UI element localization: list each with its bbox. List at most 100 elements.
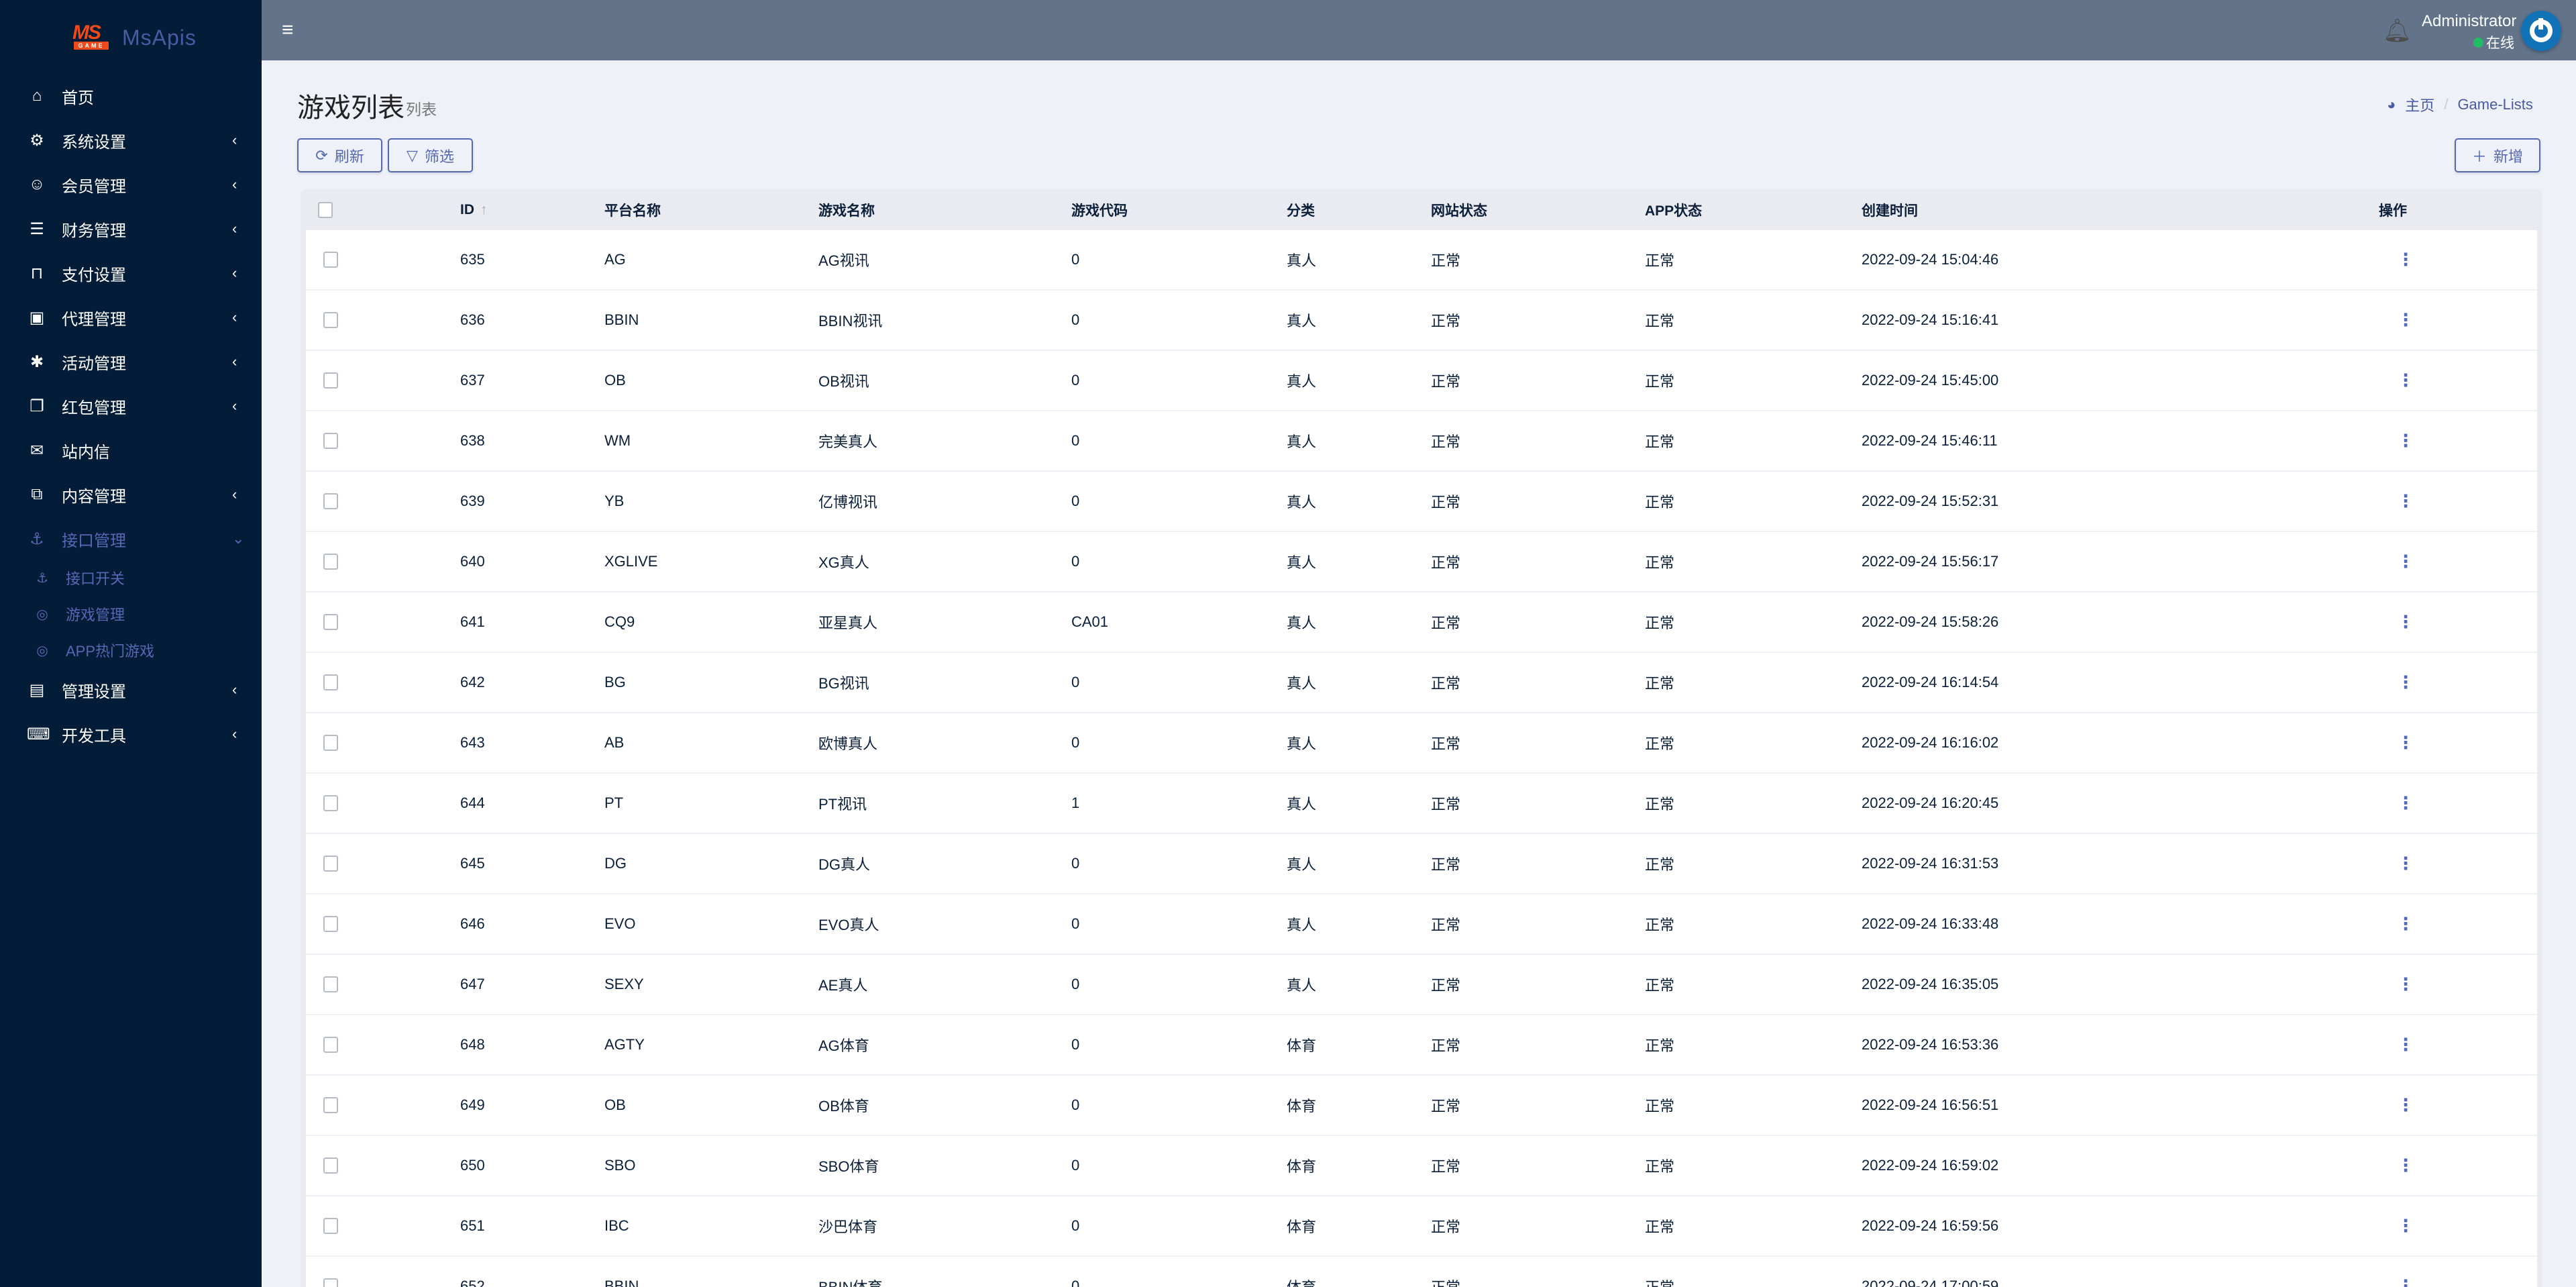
row-actions-icon[interactable]: ⋮ bbox=[2397, 913, 2414, 934]
row-actions-icon[interactable]: ⋮ bbox=[2397, 430, 2414, 451]
column-header-0[interactable]: ID bbox=[460, 201, 474, 217]
select-all-checkbox[interactable] bbox=[318, 201, 333, 218]
row-actions-icon[interactable]: ⋮ bbox=[2397, 1155, 2414, 1176]
sidebar-item-10[interactable]: ⚓ 接口管理 ⌄ bbox=[0, 520, 262, 558]
sidebar-item-8[interactable]: ✉ 站内信 bbox=[0, 431, 262, 469]
row-checkbox[interactable] bbox=[323, 372, 338, 389]
filter-button[interactable]: ▽ 筛选 bbox=[388, 138, 473, 172]
table-row: 650 SBO SBO体育 0 体育 正常 正常 2022-09-24 16:59:02 ⋮ bbox=[306, 1136, 2537, 1196]
logo[interactable]: MS GAME MsApis bbox=[72, 23, 197, 52]
sort-asc-icon[interactable]: ↑ bbox=[480, 201, 488, 217]
sidebar-item-7[interactable]: ❐ 红包管理 ‹ bbox=[0, 387, 262, 425]
row-actions-icon[interactable]: ⋮ bbox=[2397, 309, 2414, 330]
column-header-4[interactable]: 分类 bbox=[1287, 203, 1315, 219]
sidebar-subitem-2[interactable]: ◎ APP热门游戏 bbox=[0, 631, 262, 669]
cell-site-status: 正常 bbox=[1431, 494, 1461, 511]
row-actions-icon[interactable]: ⋮ bbox=[2397, 370, 2414, 391]
row-checkbox[interactable] bbox=[323, 916, 338, 932]
row-actions-icon[interactable]: ⋮ bbox=[2397, 732, 2414, 753]
sidebar-bottom-item-1[interactable]: ⌨ 开发工具 ‹ bbox=[0, 715, 262, 753]
row-checkbox[interactable] bbox=[323, 252, 338, 268]
breadcrumb-home[interactable]: 主页 bbox=[2405, 97, 2435, 114]
row-checkbox[interactable] bbox=[323, 856, 338, 872]
row-actions-icon[interactable]: ⋮ bbox=[2397, 792, 2414, 813]
row-checkbox[interactable] bbox=[323, 312, 338, 328]
chevron-left-icon: ‹ bbox=[232, 309, 237, 325]
sidebar-item-9[interactable]: ⧉ 内容管理 ‹ bbox=[0, 476, 262, 513]
row-checkbox[interactable] bbox=[323, 795, 338, 811]
add-button[interactable]: ＋ 新增 bbox=[2455, 138, 2540, 172]
gamepad-icon: ◎ bbox=[36, 607, 48, 622]
row-actions-icon[interactable]: ⋮ bbox=[2397, 611, 2414, 632]
row-checkbox[interactable] bbox=[323, 1218, 338, 1234]
cell-created-at: 2022-09-24 15:56:17 bbox=[1862, 553, 1999, 570]
row-actions-icon[interactable]: ⋮ bbox=[2397, 551, 2414, 572]
cell-app-status: 正常 bbox=[1645, 917, 1675, 933]
sidebar-item-5[interactable]: ▣ 代理管理 ‹ bbox=[0, 299, 262, 336]
sidebar-subitem-1[interactable]: ◎ 游戏管理 bbox=[0, 595, 262, 633]
column-header-6[interactable]: APP状态 bbox=[1645, 203, 1703, 219]
copy-icon: ⧉ bbox=[31, 485, 43, 503]
row-checkbox[interactable] bbox=[323, 1278, 338, 1287]
game-table: ID ↑ 平台名称 游戏名称 游戏代码 分类 网站状态 APP状态 创建时间 操作 635 AG AG… bbox=[301, 189, 2542, 1287]
row-actions-icon[interactable]: ⋮ bbox=[2397, 1215, 2414, 1236]
menu-toggle-icon[interactable]: ≡ bbox=[282, 19, 294, 41]
cell-app-status: 正常 bbox=[1645, 735, 1675, 752]
row-checkbox[interactable] bbox=[323, 433, 338, 449]
column-header-5[interactable]: 网站状态 bbox=[1431, 203, 1487, 219]
row-checkbox[interactable] bbox=[323, 1037, 338, 1053]
cell-id: 637 bbox=[460, 372, 485, 389]
sidebar-item-3[interactable]: ☰ 财务管理 ‹ bbox=[0, 210, 262, 248]
sidebar-subitem-0[interactable]: ⚓ 接口开关 bbox=[0, 559, 262, 597]
sidebar-item-2[interactable]: ☺ 会员管理 ‹ bbox=[0, 166, 262, 203]
row-checkbox[interactable] bbox=[323, 493, 338, 509]
cell-game-name: OB视讯 bbox=[818, 373, 869, 390]
column-header-7[interactable]: 创建时间 bbox=[1862, 203, 1918, 219]
logo-ms: MS bbox=[72, 21, 101, 44]
refresh-label: 刷新 bbox=[334, 148, 364, 165]
row-checkbox[interactable] bbox=[323, 1097, 338, 1113]
row-actions-icon[interactable]: ⋮ bbox=[2397, 672, 2414, 692]
cell-platform: AB bbox=[604, 734, 625, 751]
chevron-left-icon: ‹ bbox=[232, 176, 237, 193]
sidebar-item-4[interactable]: ⊓ 支付设置 ‹ bbox=[0, 254, 262, 292]
sidebar-item-1[interactable]: ⚙ 系统设置 ‹ bbox=[0, 121, 262, 159]
row-checkbox[interactable] bbox=[323, 735, 338, 751]
bell-icon[interactable]: 🔔︎ bbox=[2383, 18, 2412, 44]
refresh-button[interactable]: ⟳ 刷新 bbox=[297, 138, 382, 172]
cell-game-code: 0 bbox=[1071, 432, 1080, 449]
row-actions-icon[interactable]: ⋮ bbox=[2397, 491, 2414, 511]
cell-category: 真人 bbox=[1287, 977, 1317, 994]
column-header-2[interactable]: 游戏名称 bbox=[818, 203, 875, 219]
row-actions-icon[interactable]: ⋮ bbox=[2397, 974, 2414, 994]
cell-id: 646 bbox=[460, 915, 485, 932]
cell-game-name: AE真人 bbox=[818, 977, 868, 994]
sidebar-bottom-item-0[interactable]: ▤ 管理设置 ‹ bbox=[0, 671, 262, 709]
row-checkbox[interactable] bbox=[323, 674, 338, 690]
row-checkbox[interactable] bbox=[323, 976, 338, 992]
table-row: 647 SEXY AE真人 0 真人 正常 正常 2022-09-24 16:35:05 ⋮ bbox=[306, 955, 2537, 1015]
row-actions-icon[interactable]: ⋮ bbox=[2397, 249, 2414, 270]
column-header-3[interactable]: 游戏代码 bbox=[1071, 203, 1128, 219]
cell-platform: DG bbox=[604, 855, 627, 872]
row-actions-icon[interactable]: ⋮ bbox=[2397, 1034, 2414, 1055]
chevron-down-icon: ⌄ bbox=[232, 530, 245, 547]
cell-site-status: 正常 bbox=[1431, 1098, 1461, 1115]
row-checkbox[interactable] bbox=[323, 614, 338, 630]
row-actions-icon[interactable]: ⋮ bbox=[2397, 853, 2414, 874]
sidebar-item-6[interactable]: ✱ 活动管理 ‹ bbox=[0, 343, 262, 380]
column-header-1[interactable]: 平台名称 bbox=[604, 203, 661, 219]
cell-game-name: 沙巴体育 bbox=[818, 1219, 878, 1235]
user-name[interactable]: Administrator bbox=[2422, 12, 2517, 30]
row-checkbox[interactable] bbox=[323, 554, 338, 570]
row-actions-icon[interactable]: ⋮ bbox=[2397, 1276, 2414, 1287]
avatar[interactable] bbox=[2521, 11, 2561, 51]
column-header-8[interactable]: 操作 bbox=[2379, 203, 2407, 219]
cell-game-name: 亿博视讯 bbox=[818, 494, 878, 511]
row-checkbox[interactable] bbox=[323, 1157, 338, 1174]
sidebar-item-label: 开发工具 bbox=[62, 727, 126, 745]
sidebar-item-0[interactable]: ⌂ 首页 bbox=[0, 77, 262, 115]
logo-mark: MS GAME bbox=[72, 23, 109, 52]
row-actions-icon[interactable]: ⋮ bbox=[2397, 1094, 2414, 1115]
cell-id: 642 bbox=[460, 674, 485, 690]
